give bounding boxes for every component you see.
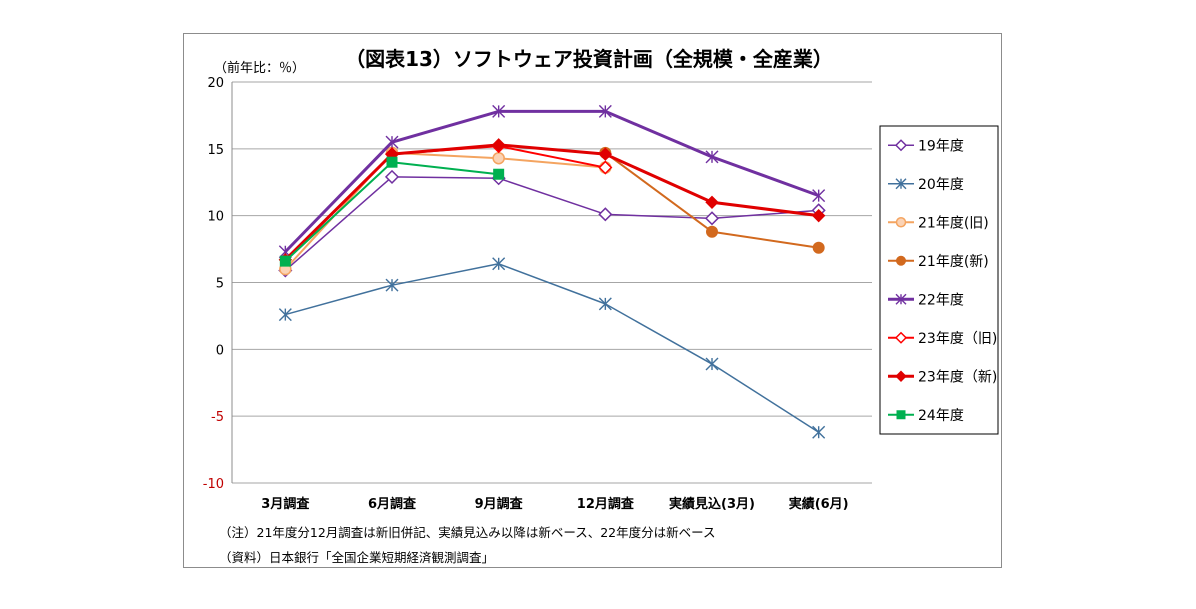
y-axis-ticks: 20 15 10 5 0 -5 -10	[203, 76, 224, 492]
series-line	[284, 176, 819, 272]
legend-marker	[895, 293, 907, 305]
series-layer	[278, 104, 826, 439]
x-tick-label: 実績見込(3月)	[669, 496, 755, 512]
data-point	[598, 207, 613, 222]
x-axis-ticks: 3月調査 6月調査 9月調査 12月調査 実績見込(3月) 実績(6月)	[261, 496, 848, 512]
legend-label: 22年度	[918, 292, 964, 308]
data-point	[278, 308, 292, 322]
data-point	[598, 147, 613, 161]
legend-marker	[894, 139, 908, 152]
legend-label: 21年度(旧)	[918, 215, 989, 231]
data-point	[493, 168, 505, 180]
data-point	[598, 160, 613, 175]
data-point	[705, 150, 719, 164]
x-tick-label: 3月調査	[261, 496, 310, 512]
data-point	[812, 241, 825, 254]
data-point	[492, 151, 505, 165]
series-21年度(旧)	[279, 146, 612, 276]
data-point	[491, 138, 506, 152]
legend-box	[879, 125, 999, 435]
data-point	[706, 225, 718, 238]
legend-label: 23年度（旧)	[918, 331, 997, 347]
legend-marker	[896, 255, 906, 266]
data-point	[598, 104, 612, 118]
series-22年度	[278, 104, 826, 259]
chart-title: （図表13）ソフトウェア投資計画（全規模・全産業）	[345, 47, 833, 71]
x-tick-label: 実績(6月)	[789, 496, 849, 512]
series-24年度	[279, 156, 505, 267]
data-point	[704, 211, 720, 226]
data-point	[598, 297, 612, 311]
legend-marker	[895, 217, 907, 228]
legend-label: 21年度(新)	[918, 254, 989, 270]
series-line	[285, 263, 820, 433]
y-tick-label: 20	[207, 76, 224, 91]
series-20年度	[278, 257, 826, 439]
data-point	[385, 135, 399, 149]
legend-label: 23年度（新)	[918, 369, 997, 385]
x-tick-label: 6月調査	[368, 496, 417, 512]
legend: 19年度 20年度 21年度(旧) 21年度(新) 22年度 23年度（旧) 23年度（新)…	[879, 125, 999, 435]
legend-marker	[895, 178, 907, 190]
legend-label: 20年度	[918, 177, 964, 193]
data-point	[812, 425, 826, 439]
legend-label: 19年度	[918, 138, 964, 154]
grid	[231, 81, 872, 484]
y-tick-label: 5	[216, 277, 224, 292]
data-point	[812, 189, 826, 203]
data-point	[811, 208, 826, 223]
y-tick-label: 15	[207, 143, 224, 158]
legend-label: 24年度	[918, 408, 964, 424]
legend-marker	[895, 370, 907, 382]
x-tick-label: 12月調査	[577, 496, 635, 512]
note-line: （注）21年度分12月調査は新旧併記、実績見込み以降は新ベース、22年度分は新ベ…	[219, 525, 715, 540]
chart: （図表13）ソフトウェア投資計画（全規模・全産業） （前年比：％） 20 15 10…	[203, 47, 999, 565]
y-tick-label: 10	[207, 210, 224, 225]
data-point	[492, 104, 506, 118]
unit-label: （前年比：％）	[214, 60, 305, 76]
data-point	[492, 257, 506, 271]
series-line	[284, 109, 820, 253]
data-point	[386, 156, 398, 168]
legend-marker	[894, 331, 908, 344]
y-tick-label: -10	[203, 477, 224, 492]
source-line: （資料）日本銀行「全国企業短期経済観測調査」	[219, 550, 494, 565]
chart-frame: （図表13）ソフトウェア投資計画（全規模・全産業） （前年比：％） 20 15 10…	[183, 33, 1002, 568]
x-tick-label: 9月調査	[475, 496, 524, 512]
legend-marker	[896, 410, 906, 420]
data-point	[705, 357, 719, 371]
data-point	[279, 255, 291, 267]
y-tick-label: 0	[216, 343, 224, 358]
data-point	[384, 169, 400, 184]
y-tick-label: -5	[211, 410, 224, 425]
data-point	[705, 195, 719, 210]
series-line	[284, 143, 819, 261]
data-point	[385, 278, 399, 292]
